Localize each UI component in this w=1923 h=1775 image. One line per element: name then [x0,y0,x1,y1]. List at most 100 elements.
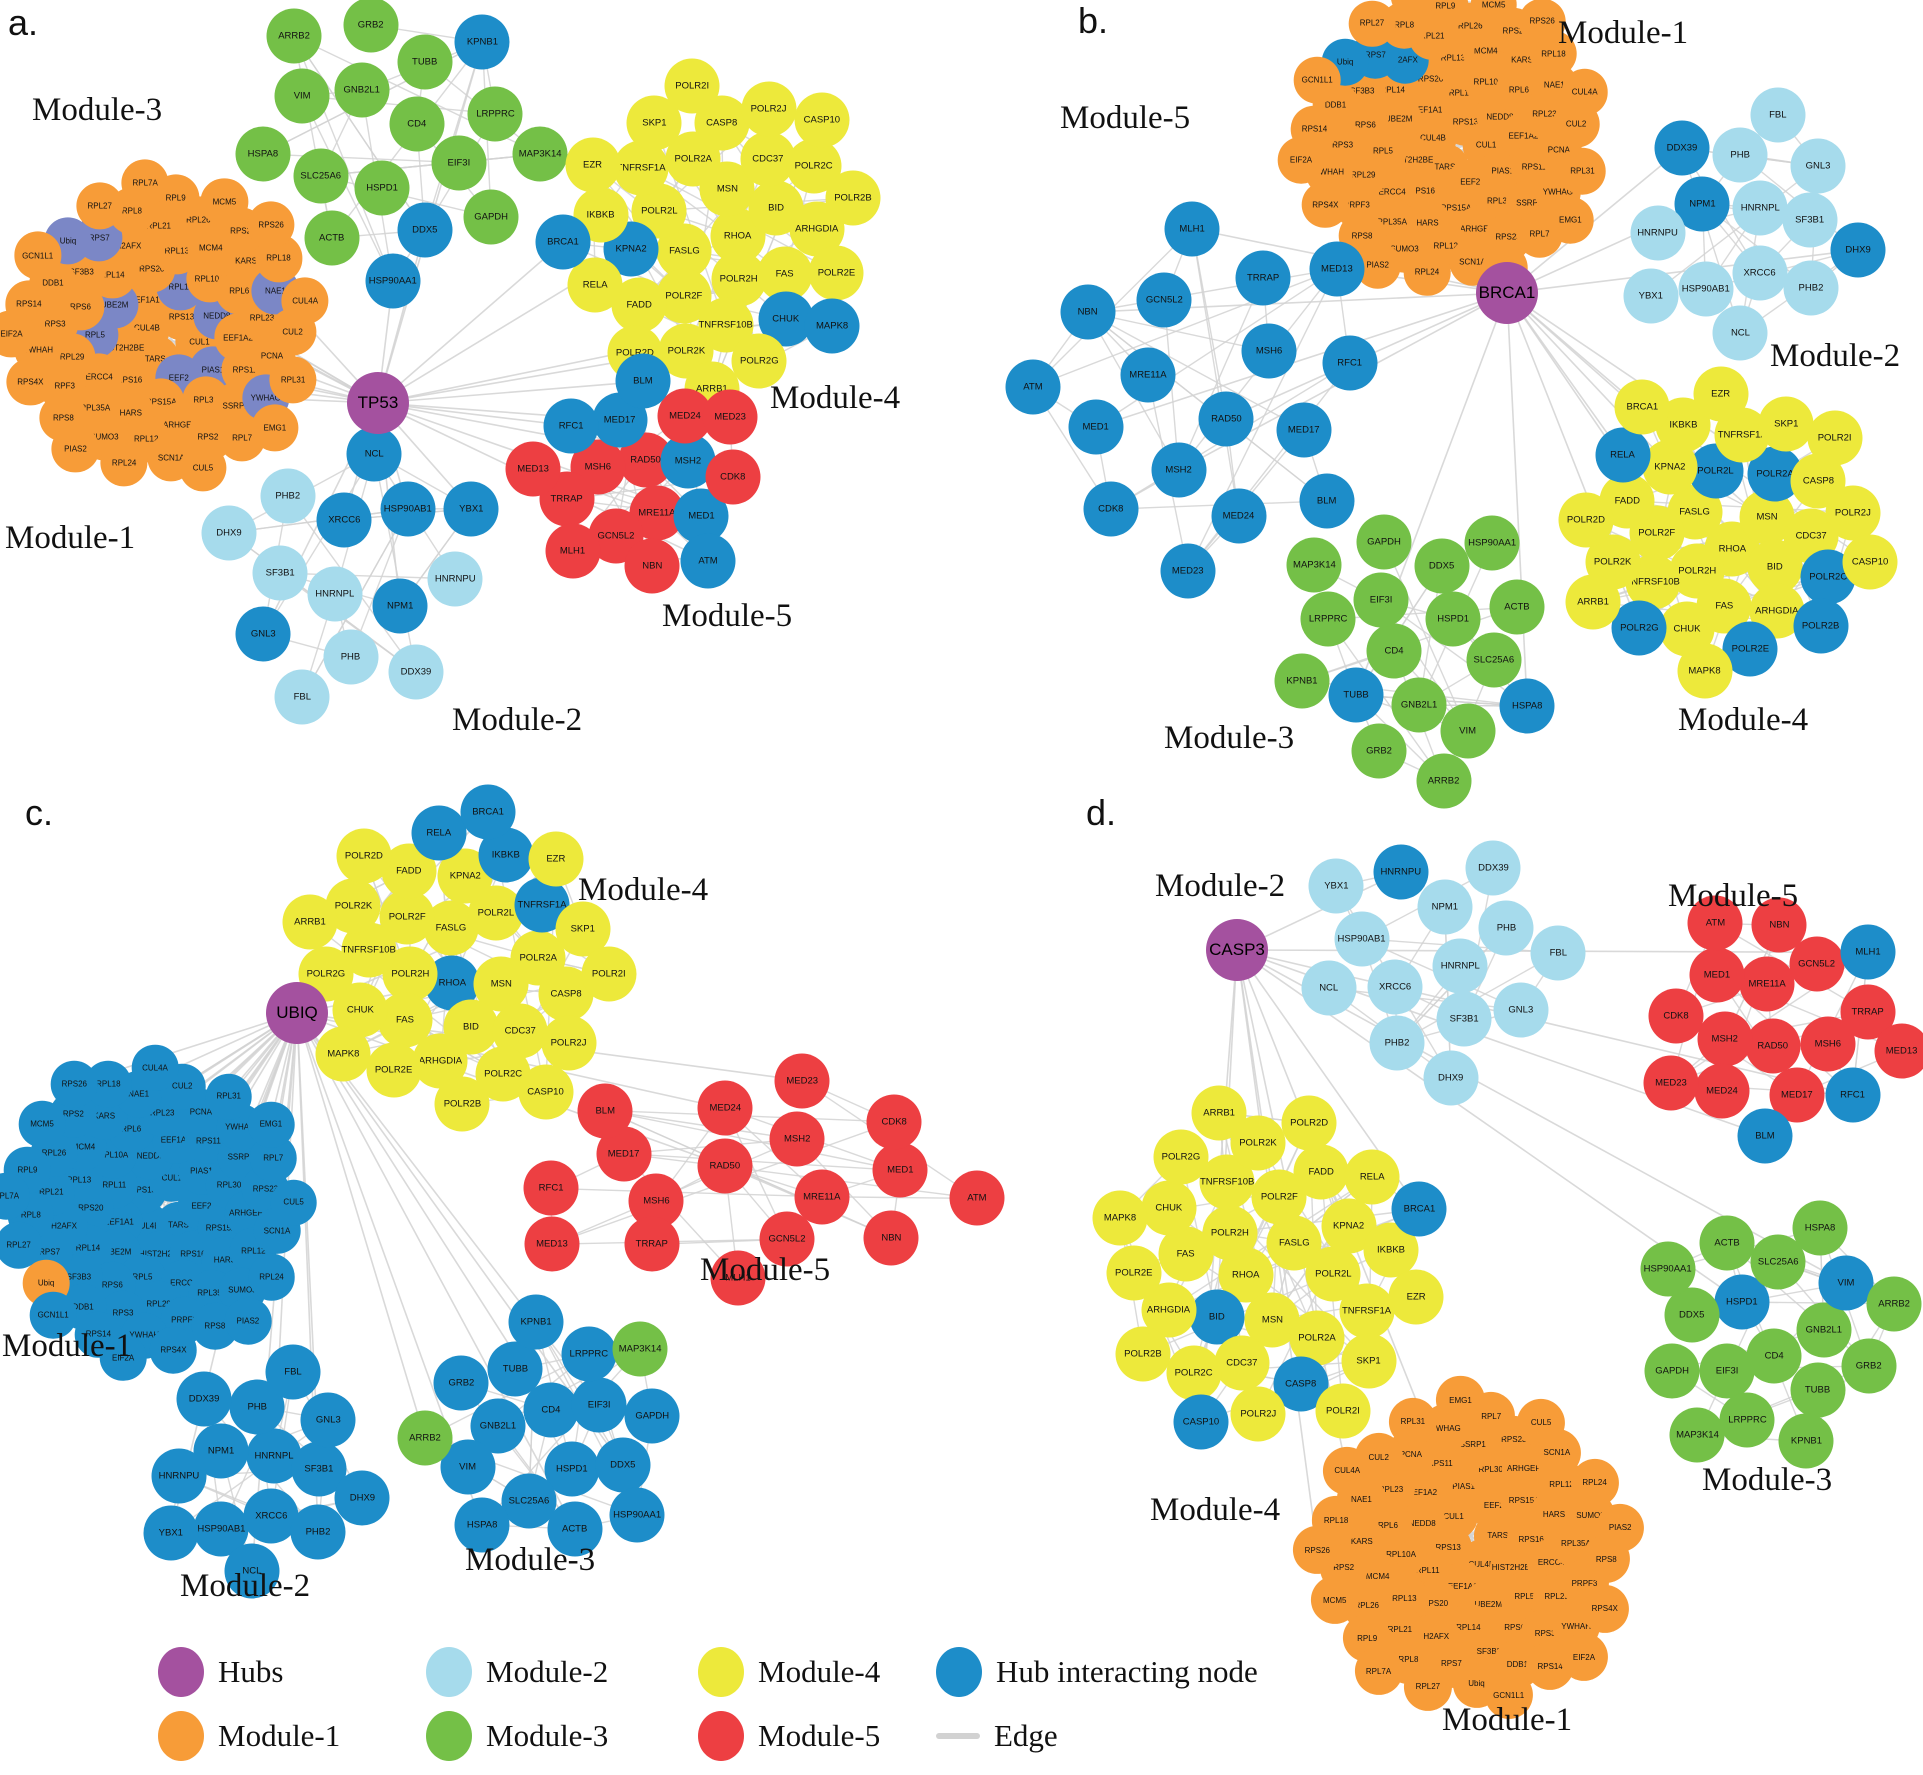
node-RFC1[interactable]: RFC1 [523,1160,579,1216]
node-TUBB[interactable]: TUBB [1790,1362,1846,1418]
node-MED24[interactable]: MED24 [1211,488,1266,544]
node-YBX1[interactable]: YBX1 [1308,858,1364,914]
node-MED1[interactable]: MED1 [1068,399,1124,455]
node-MSH2[interactable]: MSH2 [1151,442,1207,498]
node-EMG1[interactable]: EMG1 [1547,197,1594,244]
node-EZR[interactable]: EZR [1693,366,1749,422]
node-EIF3I[interactable]: EIF3I [1353,572,1409,628]
node-CASP10[interactable]: CASP10 [794,92,850,148]
node-MED1[interactable]: MED1 [872,1142,928,1198]
node-DHX9[interactable]: DHX9 [201,505,257,561]
node-MAPK8[interactable]: MAPK8 [1677,643,1732,699]
node-HSP90AA1[interactable]: HSP90AA1 [609,1487,665,1543]
node-POLR2E[interactable]: POLR2E [366,1042,422,1098]
node-NCL[interactable]: NCL [1712,305,1768,361]
node-EIF2A[interactable]: EIF2A [1277,136,1325,184]
node-LRPPRC[interactable]: LRPPRC [1719,1392,1775,1448]
node-FBL[interactable]: FBL [1750,87,1806,143]
node-DDX5[interactable]: DDX5 [1664,1287,1720,1343]
node-TRRAP[interactable]: TRRAP [1235,250,1291,306]
node-RFC1[interactable]: RFC1 [1322,335,1378,391]
node-ARRB1[interactable]: ARRB1 [282,894,338,950]
node-ARRB2[interactable]: ARRB2 [397,1410,453,1466]
node-POLR2I[interactable]: POLR2I [581,946,637,1002]
node-POLR2D[interactable]: POLR2D [336,828,392,884]
node-CUL4A[interactable]: CUL4A [1323,1446,1372,1495]
node-TNFRSF1A[interactable]: TNFRSF1A [1339,1283,1395,1339]
node-MRE11A[interactable]: MRE11A [1739,956,1795,1012]
node-HSPA8[interactable]: HSPA8 [1499,678,1555,734]
node-SKP1[interactable]: SKP1 [1758,396,1814,452]
node-PHB2[interactable]: PHB2 [1369,1015,1425,1071]
node-POLR2I[interactable]: POLR2I [1315,1383,1371,1439]
node-MLH1[interactable]: MLH1 [1840,924,1896,980]
node-GAPDH[interactable]: GAPDH [624,1388,680,1444]
node-MED23[interactable]: MED23 [702,389,758,445]
node-NCL[interactable]: NCL [1301,960,1357,1016]
node-YBX1[interactable]: YBX1 [1623,268,1679,324]
node-POLR2D[interactable]: POLR2D [1281,1095,1337,1151]
node-KPNB1[interactable]: KPNB1 [1274,653,1330,709]
node-RPL24[interactable]: RPL24 [248,1253,295,1301]
node-NBN[interactable]: NBN [1060,284,1116,340]
node-RELA[interactable]: RELA [411,805,467,861]
node-MED23[interactable]: MED23 [774,1053,830,1109]
node-MED13[interactable]: MED13 [1309,241,1365,297]
node-TUBB[interactable]: TUBB [487,1341,543,1397]
node-TUBB[interactable]: TUBB [397,34,453,90]
node-MAPK8[interactable]: MAPK8 [1092,1190,1148,1246]
node-PHB[interactable]: PHB [1712,127,1768,183]
node-BRCA1[interactable]: BRCA1 [1391,1181,1447,1237]
node-TRRAP[interactable]: TRRAP [624,1216,680,1272]
node-POLR2G[interactable]: POLR2G [1153,1129,1209,1185]
node-RPS4X[interactable]: RPS4X [1302,181,1349,229]
node-MED24[interactable]: MED24 [1694,1063,1750,1119]
node-MSH2[interactable]: MSH2 [769,1111,825,1167]
node-RPS4X[interactable]: RPS4X [1580,1584,1629,1633]
node-GNB2L1[interactable]: GNB2L1 [1391,677,1447,733]
node-XRCC6[interactable]: XRCC6 [316,492,372,548]
node-FBL[interactable]: FBL [265,1344,321,1400]
node-MED1[interactable]: MED1 [1689,947,1745,1003]
hub-node-UBIQ[interactable]: UBIQ [266,982,328,1044]
node-CDC37[interactable]: CDC37 [1214,1335,1270,1391]
node-BID[interactable]: BID [1189,1289,1245,1345]
node-GNL3[interactable]: GNL3 [1493,982,1549,1038]
node-MLH1[interactable]: MLH1 [545,523,601,579]
node-GRB2[interactable]: GRB2 [1841,1338,1897,1394]
node-CASP10[interactable]: CASP10 [518,1064,574,1120]
node-FBL[interactable]: FBL [1530,925,1586,981]
node-PHB2[interactable]: PHB2 [260,468,316,523]
node-MSH2[interactable]: MSH2 [1697,1011,1753,1067]
node-MED13[interactable]: MED13 [1874,1023,1923,1079]
node-POLR2J[interactable]: POLR2J [541,1015,597,1071]
node-SKP1[interactable]: SKP1 [1341,1333,1397,1389]
node-RAD50[interactable]: RAD50 [1198,391,1254,447]
node-GNL3[interactable]: GNL3 [235,606,291,662]
node-DDX39[interactable]: DDX39 [388,644,444,700]
node-BRCA1[interactable]: BRCA1 [1614,379,1670,435]
node-CD4[interactable]: CD4 [1746,1328,1802,1384]
node-RPS26[interactable]: RPS26 [50,1060,98,1108]
node-NBN[interactable]: NBN [863,1210,919,1266]
node-POLR2J[interactable]: POLR2J [1230,1386,1286,1442]
node-CASP10[interactable]: CASP10 [1842,534,1898,590]
node-ARRB2[interactable]: ARRB2 [1416,753,1472,809]
node-BLM[interactable]: BLM [1737,1108,1793,1164]
hub-node-BRCA1[interactable]: BRCA1 [1476,262,1538,324]
node-NPM1[interactable]: NPM1 [372,578,428,634]
node-HSP90AA1[interactable]: HSP90AA1 [1464,515,1520,571]
node-VIM[interactable]: VIM [1818,1255,1874,1311]
node-HSP90AA1[interactable]: HSP90AA1 [1640,1241,1696,1297]
node-DHX9[interactable]: DHX9 [1423,1050,1479,1106]
node-RPL24[interactable]: RPL24 [1570,1458,1619,1507]
node-DHX9[interactable]: DHX9 [1830,222,1886,278]
node-EIF3I[interactable]: EIF3I [431,135,487,191]
node-FBL[interactable]: FBL [274,669,330,725]
node-SLC25A6[interactable]: SLC25A6 [1466,632,1522,688]
node-EZR[interactable]: EZR [565,137,621,193]
node-POLR2E[interactable]: POLR2E [808,245,864,301]
node-CDK8[interactable]: CDK8 [1083,481,1139,537]
node-HSPD1[interactable]: HSPD1 [1425,591,1481,647]
node-HSP90AB1[interactable]: HSP90AB1 [380,481,436,537]
